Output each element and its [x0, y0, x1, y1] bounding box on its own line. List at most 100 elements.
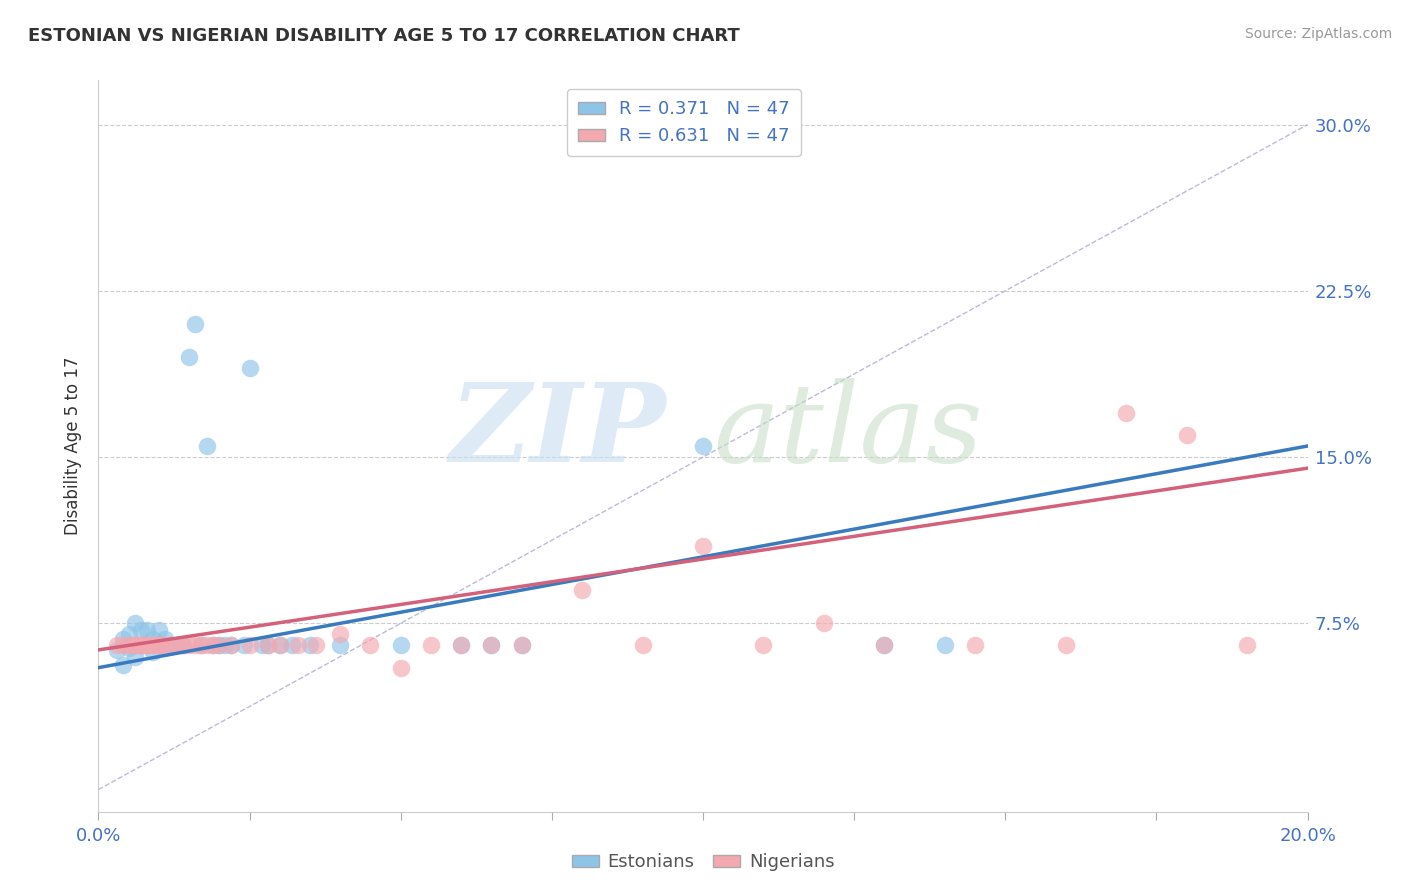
Point — [208, 639, 231, 653]
Point — [142, 645, 165, 659]
Point — [329, 627, 352, 641]
Point — [389, 660, 412, 674]
Y-axis label: Disability Age 5 to 17: Disability Age 5 to 17 — [65, 357, 83, 535]
Point — [250, 639, 273, 653]
Point — [269, 639, 291, 653]
Point — [129, 639, 152, 653]
Point — [142, 639, 165, 653]
Point — [148, 639, 170, 653]
Point — [135, 639, 157, 653]
Point — [1115, 406, 1137, 420]
Point — [166, 639, 188, 653]
Point — [221, 639, 243, 653]
Point — [195, 439, 218, 453]
Point — [124, 639, 146, 653]
Point — [420, 639, 443, 653]
Point — [118, 639, 141, 653]
Text: ZIP: ZIP — [450, 377, 666, 485]
Point — [481, 639, 503, 653]
Point — [190, 639, 212, 653]
Point — [389, 639, 412, 653]
Point — [129, 639, 152, 653]
Point — [239, 361, 262, 376]
Point — [232, 639, 254, 653]
Point — [135, 639, 157, 653]
Point — [129, 623, 152, 637]
Point — [153, 639, 176, 653]
Point — [256, 639, 278, 653]
Point — [692, 539, 714, 553]
Point — [160, 639, 183, 653]
Point — [111, 632, 134, 646]
Point — [813, 616, 835, 631]
Point — [172, 639, 194, 653]
Point — [184, 317, 207, 331]
Point — [179, 351, 201, 365]
Point — [124, 616, 146, 631]
Point — [281, 639, 304, 653]
Point — [142, 632, 165, 646]
Point — [450, 639, 472, 653]
Point — [148, 639, 170, 653]
Legend: R = 0.371   N = 47, R = 0.631   N = 47: R = 0.371 N = 47, R = 0.631 N = 47 — [567, 89, 801, 156]
Point — [153, 632, 176, 646]
Point — [305, 639, 328, 653]
Point — [118, 627, 141, 641]
Point — [184, 639, 207, 653]
Point — [190, 639, 212, 653]
Point — [450, 639, 472, 653]
Point — [214, 639, 236, 653]
Point — [208, 639, 231, 653]
Point — [1175, 428, 1198, 442]
Text: Source: ZipAtlas.com: Source: ZipAtlas.com — [1244, 27, 1392, 41]
Point — [129, 639, 152, 653]
Point — [329, 639, 352, 653]
Point — [1236, 639, 1258, 653]
Point — [510, 639, 533, 653]
Point — [631, 639, 654, 653]
Point — [142, 639, 165, 653]
Point — [510, 639, 533, 653]
Point — [111, 658, 134, 673]
Point — [124, 649, 146, 664]
Point — [571, 583, 593, 598]
Point — [195, 639, 218, 653]
Point — [873, 639, 896, 653]
Point — [160, 639, 183, 653]
Text: ESTONIAN VS NIGERIAN DISABILITY AGE 5 TO 17 CORRELATION CHART: ESTONIAN VS NIGERIAN DISABILITY AGE 5 TO… — [28, 27, 740, 45]
Point — [934, 639, 956, 653]
Point — [965, 639, 987, 653]
Point — [129, 639, 152, 653]
Point — [269, 639, 291, 653]
Point — [360, 639, 382, 653]
Point — [256, 639, 278, 653]
Point — [105, 643, 128, 657]
Legend: Estonians, Nigerians: Estonians, Nigerians — [564, 847, 842, 879]
Point — [287, 639, 309, 653]
Point — [135, 639, 157, 653]
Point — [202, 639, 225, 653]
Point — [202, 639, 225, 653]
Point — [111, 639, 134, 653]
Point — [752, 639, 775, 653]
Point — [118, 640, 141, 655]
Point — [124, 639, 146, 653]
Point — [179, 639, 201, 653]
Point — [153, 639, 176, 653]
Point — [148, 623, 170, 637]
Point — [221, 639, 243, 653]
Point — [481, 639, 503, 653]
Point — [148, 639, 170, 653]
Point — [105, 639, 128, 653]
Point — [135, 639, 157, 653]
Point — [135, 623, 157, 637]
Point — [1054, 639, 1077, 653]
Point — [299, 639, 322, 653]
Text: atlas: atlas — [713, 377, 983, 485]
Point — [124, 639, 146, 653]
Point — [148, 639, 170, 653]
Point — [166, 639, 188, 653]
Point — [692, 439, 714, 453]
Point — [239, 639, 262, 653]
Point — [873, 639, 896, 653]
